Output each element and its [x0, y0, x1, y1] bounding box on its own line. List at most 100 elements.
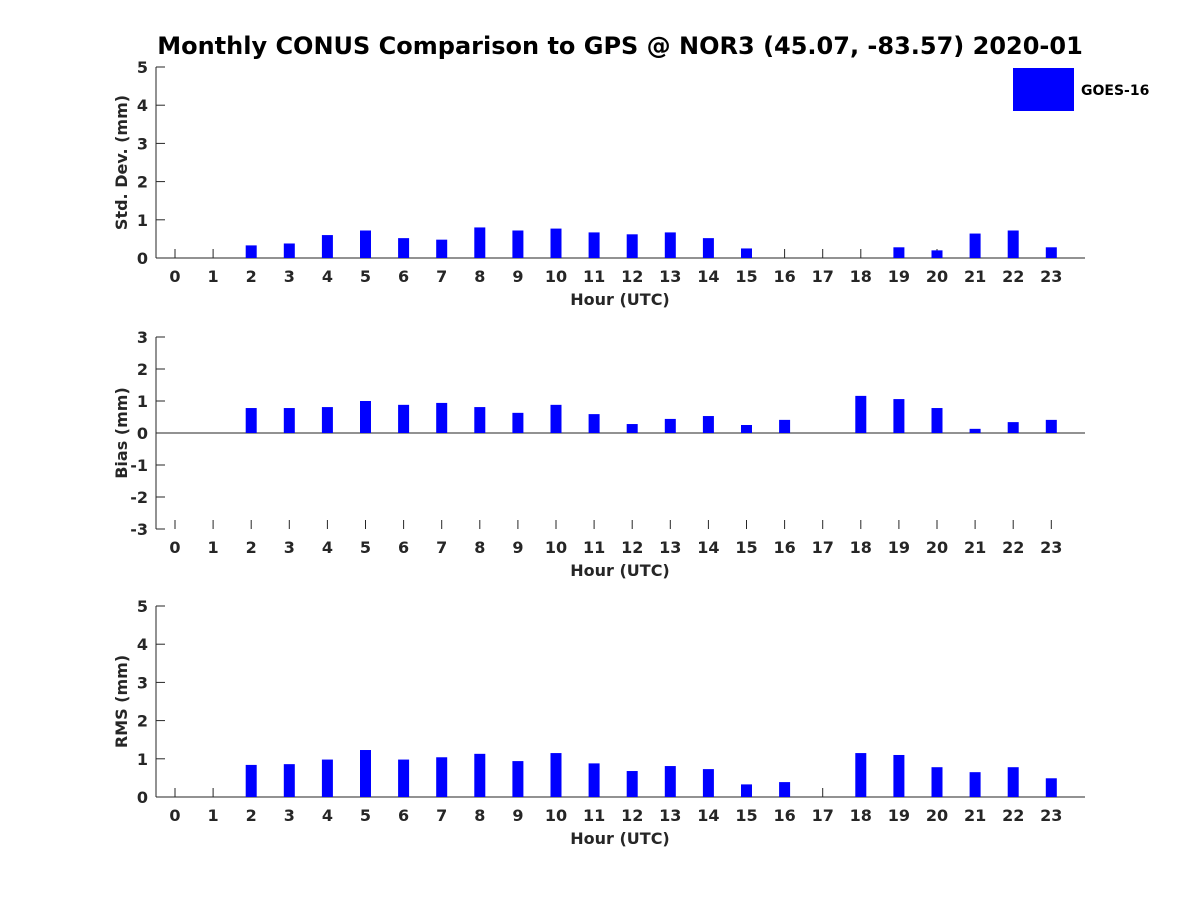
bar-bias-hour-12 — [626, 424, 638, 433]
bar-bias-hour-5 — [360, 401, 371, 433]
x-tick-label: 4 — [322, 806, 333, 825]
x-tick-label: 9 — [512, 538, 523, 557]
bar-stddev-hour-11 — [588, 232, 600, 258]
bar-stddev-hour-20 — [931, 250, 943, 258]
bar-stddev-hour-15 — [741, 248, 752, 258]
x-tick-label: 23 — [1040, 806, 1062, 825]
bar-stddev-hour-21 — [969, 233, 981, 258]
x-tick-label: 2 — [246, 267, 257, 286]
x-tick-label: 12 — [621, 538, 643, 557]
x-tick-label: 4 — [322, 267, 333, 286]
x-tick-label: 14 — [697, 267, 719, 286]
x-tick-label: 3 — [284, 538, 295, 557]
bar-rms-hour-19 — [893, 754, 905, 797]
bar-stddev-hour-6 — [398, 238, 410, 258]
x-tick-label: 21 — [964, 267, 986, 286]
y-axis-label: Bias (mm) — [112, 387, 131, 479]
bar-rms-hour-8 — [474, 753, 486, 797]
bar-stddev-hour-4 — [321, 235, 333, 258]
y-tick-label: 3 — [137, 673, 148, 692]
x-tick-label: 0 — [169, 267, 180, 286]
bar-bias-hour-23 — [1045, 419, 1057, 433]
x-tick-label: 10 — [545, 267, 567, 286]
x-tick-label: 9 — [512, 267, 523, 286]
legend-label: GOES-16 — [1081, 83, 1149, 99]
x-tick-label: 18 — [850, 538, 872, 557]
x-tick-label: 6 — [398, 267, 409, 286]
bar-bias-hour-13 — [664, 418, 676, 433]
x-tick-label: 0 — [169, 806, 180, 825]
x-tick-label: 23 — [1040, 538, 1062, 557]
x-tick-label: 18 — [850, 806, 872, 825]
bar-rms-hour-13 — [664, 766, 676, 797]
x-tick-label: 23 — [1040, 267, 1062, 286]
y-tick-label: 4 — [137, 96, 148, 115]
bar-rms-hour-12 — [626, 771, 638, 797]
x-tick-label: 9 — [512, 806, 523, 825]
legend: GOES-16 — [1013, 68, 1149, 111]
x-tick-label: 0 — [169, 538, 180, 557]
bar-rms-hour-18 — [855, 753, 867, 797]
x-tick-label: 6 — [398, 806, 409, 825]
bar-stddev-hour-12 — [626, 234, 638, 258]
y-tick-label: -2 — [130, 488, 148, 507]
y-tick-label: 2 — [137, 173, 148, 192]
x-tick-label: 2 — [246, 538, 257, 557]
x-tick-label: 13 — [659, 267, 681, 286]
x-tick-label: 10 — [545, 806, 567, 825]
x-tick-label: 3 — [284, 806, 295, 825]
bar-rms-hour-14 — [702, 769, 714, 797]
x-axis-label: Hour (UTC) — [570, 829, 670, 848]
bar-bias-hour-2 — [245, 408, 257, 433]
bar-stddev-hour-8 — [474, 227, 486, 258]
bar-rms-hour-10 — [550, 753, 562, 797]
bar-stddev-hour-14 — [702, 238, 714, 258]
x-tick-label: 19 — [888, 267, 910, 286]
x-tick-label: 11 — [583, 538, 605, 557]
x-axis-label: Hour (UTC) — [570, 290, 670, 309]
bar-bias-hour-21 — [969, 428, 981, 433]
bar-rms-hour-21 — [969, 772, 981, 797]
y-tick-label: 2 — [137, 712, 148, 731]
x-tick-label: 14 — [697, 538, 719, 557]
x-tick-label: 7 — [436, 538, 447, 557]
bar-bias-hour-10 — [550, 404, 562, 433]
x-tick-label: 17 — [812, 806, 834, 825]
x-tick-label: 2 — [246, 806, 257, 825]
bar-bias-hour-19 — [893, 399, 905, 433]
bar-rms-hour-16 — [779, 782, 791, 797]
x-tick-label: 10 — [545, 538, 567, 557]
bar-rms-hour-15 — [741, 784, 752, 797]
bar-stddev-hour-5 — [360, 230, 371, 258]
x-axis-label: Hour (UTC) — [570, 561, 670, 580]
y-tick-label: 0 — [137, 788, 148, 807]
bar-rms-hour-4 — [321, 759, 333, 797]
bar-bias-hour-8 — [474, 407, 486, 433]
x-tick-label: 11 — [583, 806, 605, 825]
bar-rms-hour-7 — [436, 757, 448, 797]
bar-bias-hour-20 — [931, 408, 943, 433]
y-tick-label: 1 — [137, 750, 148, 769]
bar-rms-hour-5 — [360, 750, 371, 797]
x-tick-label: 16 — [773, 267, 795, 286]
bar-stddev-hour-7 — [436, 239, 448, 258]
x-tick-label: 17 — [812, 538, 834, 557]
y-tick-label: 5 — [137, 58, 148, 77]
y-tick-label: 3 — [137, 134, 148, 153]
bar-stddev-hour-10 — [550, 228, 562, 258]
x-tick-label: 19 — [888, 538, 910, 557]
x-tick-label: 5 — [360, 538, 371, 557]
y-tick-label: 0 — [137, 249, 148, 268]
x-tick-label: 15 — [735, 806, 757, 825]
legend-swatch — [1013, 68, 1074, 111]
x-tick-label: 22 — [1002, 806, 1024, 825]
y-tick-label: -3 — [130, 520, 148, 539]
x-tick-label: 8 — [474, 806, 485, 825]
bar-stddev-hour-22 — [1007, 230, 1019, 258]
x-tick-label: 18 — [850, 267, 872, 286]
x-tick-label: 5 — [360, 267, 371, 286]
